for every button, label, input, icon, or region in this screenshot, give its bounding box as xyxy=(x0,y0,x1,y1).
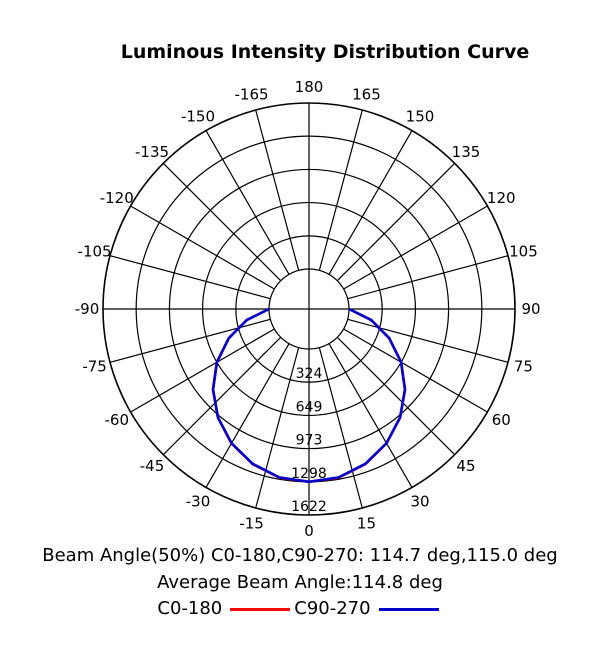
grid-spoke xyxy=(343,205,488,290)
grid-spoke xyxy=(109,318,271,363)
grid-spoke xyxy=(347,318,509,363)
grid-spoke xyxy=(318,347,363,509)
angle-tick-label: -165 xyxy=(235,86,269,104)
angle-tick-label: 105 xyxy=(509,243,538,261)
grid-spoke xyxy=(336,336,456,456)
grid-spoke xyxy=(328,130,413,275)
angle-tick-label: -90 xyxy=(75,300,100,318)
angle-tick-label: -105 xyxy=(78,243,112,261)
polar-chart: 180 1651501351201059075604530150-15-30-45… xyxy=(75,78,541,540)
angle-tick-label: -30 xyxy=(186,492,211,510)
angle-tick-label: 75 xyxy=(514,357,533,375)
legend-label-c0-180: C0-180 xyxy=(157,598,223,619)
angle-tick-label: -135 xyxy=(135,143,169,161)
radial-tick-label: 1298 xyxy=(291,466,327,482)
radial-tick-label: 973 xyxy=(296,433,323,449)
polar-grid xyxy=(102,102,516,516)
angle-tick-labels: 180 1651501351201059075604530150-15-30-45… xyxy=(75,78,541,540)
grid-spoke xyxy=(109,255,271,300)
angle-tick-label: 150 xyxy=(406,108,435,126)
radial-tick-label: 1622 xyxy=(291,499,327,515)
grid-spoke xyxy=(162,336,282,456)
grid-spoke xyxy=(162,162,282,282)
grid-spoke xyxy=(255,347,300,509)
angle-tick-label: 120 xyxy=(487,189,516,207)
grid-spoke xyxy=(205,130,290,275)
angle-tick-label: -45 xyxy=(140,457,165,475)
angle-tick-label: 135 xyxy=(452,143,481,161)
angle-tick-label: 180 xyxy=(295,78,324,96)
grid-spoke xyxy=(343,328,488,413)
angle-tick-label: 30 xyxy=(410,492,429,510)
grid-spoke xyxy=(205,343,290,488)
grid-spoke xyxy=(318,109,363,271)
angle-tick-label: 15 xyxy=(357,514,376,532)
angle-tick-label: -150 xyxy=(181,108,215,126)
grid-spoke xyxy=(130,328,275,413)
radial-tick-labels: 324 649 973 1298 1622 xyxy=(291,366,327,515)
angle-tick-label: 90 xyxy=(521,300,540,318)
grid-spoke xyxy=(336,162,456,282)
angle-tick-label: 45 xyxy=(456,457,475,475)
grid-spoke xyxy=(347,255,509,300)
radial-tick-label: 649 xyxy=(296,399,323,415)
angle-tick-label: -15 xyxy=(239,514,264,532)
grid-spoke xyxy=(130,205,275,290)
angle-tick-label: -120 xyxy=(100,189,134,207)
beam-angle-text: Beam Angle(50%) C0-180,C90-270: 114.7 de… xyxy=(42,545,558,566)
grid-spoke xyxy=(255,109,300,271)
series-curves xyxy=(211,307,407,484)
legend: C0-180 C90-270 xyxy=(0,598,600,619)
angle-tick-label: 0 xyxy=(304,522,314,540)
angle-tick-label: -75 xyxy=(82,357,107,375)
legend-label-c90-270: C90-270 xyxy=(294,598,371,619)
angle-tick-label: -60 xyxy=(104,411,129,429)
angle-tick-label: 60 xyxy=(492,411,511,429)
radial-tick-label: 324 xyxy=(296,366,323,382)
series-curve-c90-270 xyxy=(211,307,407,484)
grid-spoke xyxy=(328,343,413,488)
average-beam-text: Average Beam Angle:114.8 deg xyxy=(157,572,443,593)
chart-title: Luminous Intensity Distribution Curve xyxy=(120,41,530,63)
angle-tick-label: 165 xyxy=(352,86,381,104)
legend-swatch-c90-270 xyxy=(378,607,439,611)
legend-swatch-c0-180 xyxy=(230,607,291,611)
